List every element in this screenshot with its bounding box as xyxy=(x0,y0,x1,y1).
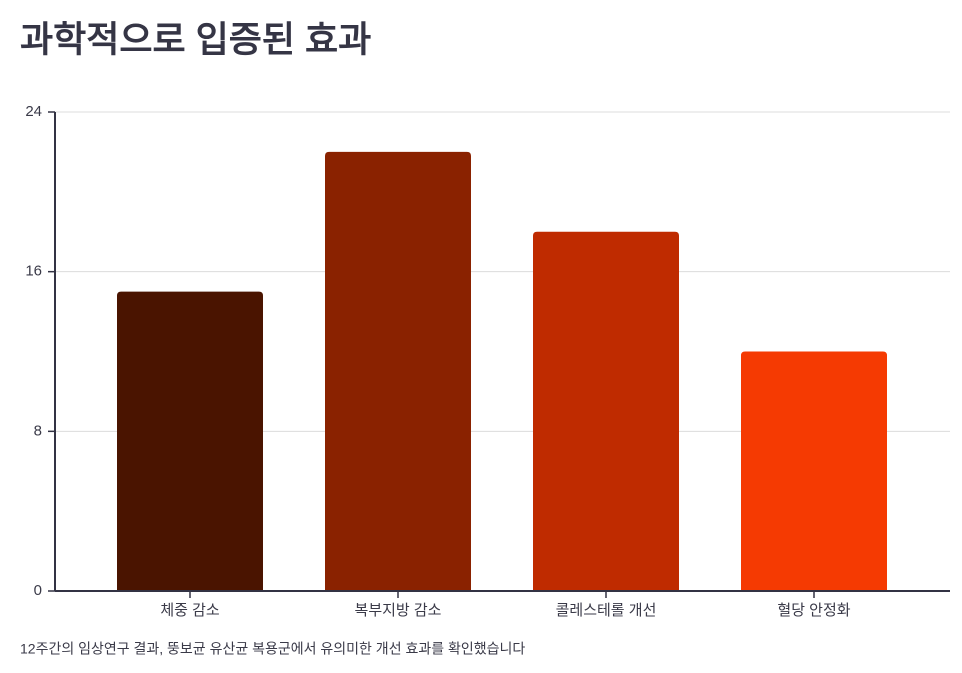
y-tick-label: 0 xyxy=(34,582,42,599)
bar xyxy=(117,291,263,591)
footnote: 12주간의 임상연구 결과, 뚱보균 유산균 복용군에서 유의미한 개선 효과를… xyxy=(20,641,525,657)
x-tick-label: 혈당 안정화 xyxy=(777,602,850,619)
x-tick-label: 체중 감소 xyxy=(160,602,220,619)
bar xyxy=(325,151,471,591)
chart-title: 과학적으로 입증된 효과 xyxy=(20,19,371,60)
y-tick-label: 16 xyxy=(25,263,42,280)
y-tick-label: 8 xyxy=(34,422,42,439)
x-tick-label: 콜레스테롤 개선 xyxy=(556,602,657,619)
bar xyxy=(741,351,887,591)
y-tick-label: 24 xyxy=(25,103,42,120)
bar xyxy=(533,231,679,591)
x-tick-label: 복부지방 감소 xyxy=(355,602,442,619)
